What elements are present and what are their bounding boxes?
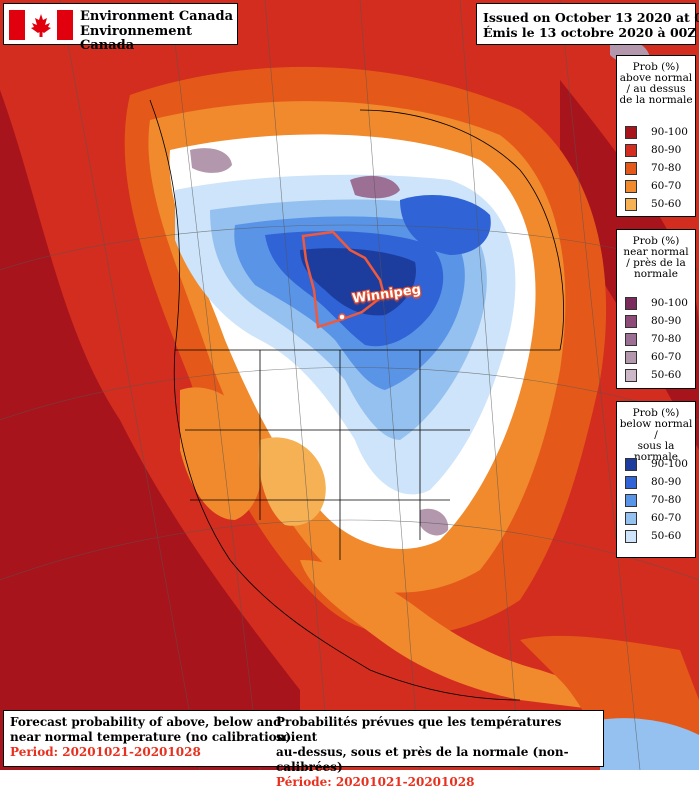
- legend-heading: Prob (%) below normal / sous la normale: [617, 402, 695, 463]
- footer-en-line1: Forecast probability of above, below and: [10, 715, 282, 729]
- agency-logo-panel: Environment Canada Environnement Canada: [3, 3, 238, 53]
- legend-label: 80-90: [651, 315, 682, 327]
- issued-fr: Émis le 13 octobre 2020 à 00Z: [483, 25, 697, 40]
- legend-swatch: [625, 180, 637, 193]
- footer-fr-line2: au-dessus, sous et près de la normale (n…: [276, 745, 569, 774]
- legend-heading: Prob (%) above normal / au dessus de la …: [617, 56, 695, 106]
- legend-label: 50-60: [651, 530, 682, 542]
- legend-swatch: [625, 198, 637, 211]
- legend-heading-line: Prob (%): [632, 235, 680, 247]
- legend-label: 70-80: [651, 494, 682, 506]
- legend-heading-line: near normal: [623, 246, 689, 258]
- legend-swatch: [625, 315, 637, 328]
- legend-heading-line: sous la normale: [634, 440, 678, 463]
- forecast-map: [0, 0, 699, 770]
- legend-swatch: [625, 476, 637, 489]
- legend-heading-line: de la normale: [619, 94, 693, 106]
- legend-swatch: [625, 333, 637, 346]
- legend-label: 50-60: [651, 369, 682, 381]
- legend-heading-line: Prob (%): [632, 61, 680, 73]
- agency-name-fr: Environnement Canada: [80, 24, 193, 53]
- legend-label: 90-100: [651, 297, 688, 309]
- winnipeg-marker: [338, 313, 346, 321]
- agency-name-en: Environment Canada: [80, 9, 233, 24]
- legend-heading-line: above normal: [619, 72, 693, 84]
- legend-swatch: [625, 144, 637, 157]
- legend-label: 60-70: [651, 351, 682, 363]
- legend-swatch: [625, 494, 637, 507]
- legend-swatch: [625, 126, 637, 139]
- footer-en-period: Period: 20201021-20201028: [10, 745, 201, 759]
- footer-fr-period: Période: 20201021-20201028: [276, 775, 475, 789]
- legend-label: 60-70: [651, 512, 682, 524]
- legend-below-normal: Prob (%) below normal / sous la normale …: [616, 401, 696, 558]
- legend-swatch: [625, 297, 637, 310]
- footer-panel: Forecast probability of above, below and…: [3, 710, 604, 789]
- legend-heading-line: normale: [634, 268, 678, 280]
- legend-label: 70-80: [651, 162, 682, 174]
- legend-label: 60-70: [651, 180, 682, 192]
- footer-fr: Probabilités prévues que les température…: [276, 715, 603, 790]
- legend-near-normal: Prob (%) near normal / près de la normal…: [616, 229, 696, 389]
- issued-en: Issued on October 13 2020 at 00Z: [483, 10, 699, 25]
- legend-swatch: [625, 530, 637, 543]
- footer-fr-line1: Probabilités prévues que les température…: [276, 715, 562, 744]
- legend-label: 90-100: [651, 458, 688, 470]
- legend-swatch: [625, 369, 637, 382]
- legend-heading: Prob (%) near normal / près de la normal…: [617, 230, 695, 280]
- legend-label: 90-100: [651, 126, 688, 138]
- legend-heading-line: Prob (%): [632, 407, 680, 419]
- legend-swatch: [625, 351, 637, 364]
- legend-swatch: [625, 512, 637, 525]
- legend-heading-line: below normal /: [619, 418, 693, 441]
- legend-heading-line: / près de la: [626, 257, 686, 269]
- legend-swatch: [625, 162, 637, 175]
- legend-label: 50-60: [651, 198, 682, 210]
- footer-en-line2: near normal temperature (no calibration): [10, 730, 292, 744]
- footer-en: Forecast probability of above, below and…: [10, 715, 291, 760]
- legend-label: 80-90: [651, 144, 682, 156]
- legend-above-normal: Prob (%) above normal / au dessus de la …: [616, 55, 696, 217]
- issued-panel: Issued on October 13 2020 at 00Z Émis le…: [476, 3, 699, 45]
- legend-label: 80-90: [651, 476, 682, 488]
- canada-flag-icon: [9, 10, 73, 40]
- legend-heading-line: / au dessus: [626, 83, 686, 95]
- legend-swatch: [625, 458, 637, 471]
- legend-label: 70-80: [651, 333, 682, 345]
